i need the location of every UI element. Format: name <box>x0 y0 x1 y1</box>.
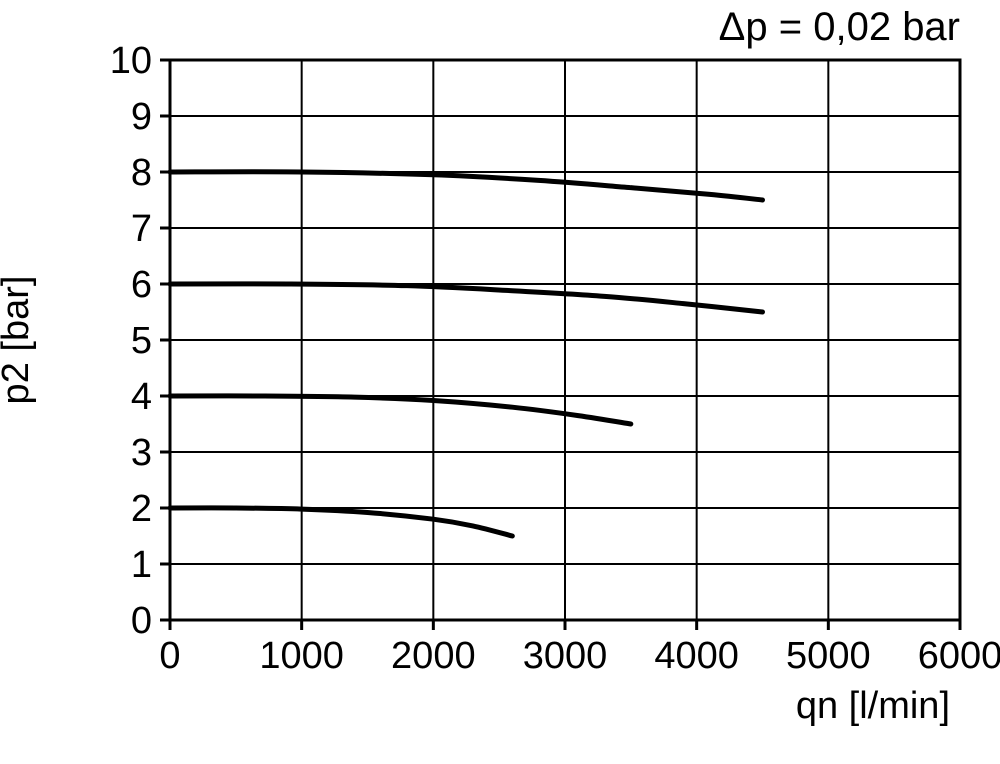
x-tick-label: 1000 <box>259 635 344 677</box>
y-tick-label: 7 <box>131 208 152 250</box>
y-tick-label: 6 <box>131 264 152 306</box>
y-tick-label: 4 <box>131 376 152 418</box>
y-axis-label: p2 [bar] <box>0 276 37 405</box>
y-tick-label: 2 <box>131 488 152 530</box>
chart-svg: 0 1000 2000 3000 4000 5000 6000 0 1 2 3 4 5 6 7 8 9 10 qn … <box>0 0 1000 764</box>
x-tick-label: 5000 <box>786 635 871 677</box>
x-tick-label: 2000 <box>391 635 476 677</box>
y-tick-label: 3 <box>131 432 152 474</box>
y-tick-label: 10 <box>110 40 152 82</box>
x-axis-label: qn [l/min] <box>796 685 950 727</box>
delta-p-annotation: Δp = 0,02 bar <box>719 5 960 49</box>
x-tick-label: 4000 <box>654 635 739 677</box>
y-tick-label: 8 <box>131 152 152 194</box>
y-tick-label: 1 <box>131 544 152 586</box>
x-tick-label: 6000 <box>918 635 1000 677</box>
pressure-flow-chart: 0 1000 2000 3000 4000 5000 6000 0 1 2 3 4 5 6 7 8 9 10 qn … <box>0 0 1000 764</box>
y-tick-label: 0 <box>131 600 152 642</box>
y-tick-label: 9 <box>131 96 152 138</box>
x-tick-label: 0 <box>159 635 180 677</box>
x-tick-label: 3000 <box>523 635 608 677</box>
y-tick-label: 5 <box>131 320 152 362</box>
